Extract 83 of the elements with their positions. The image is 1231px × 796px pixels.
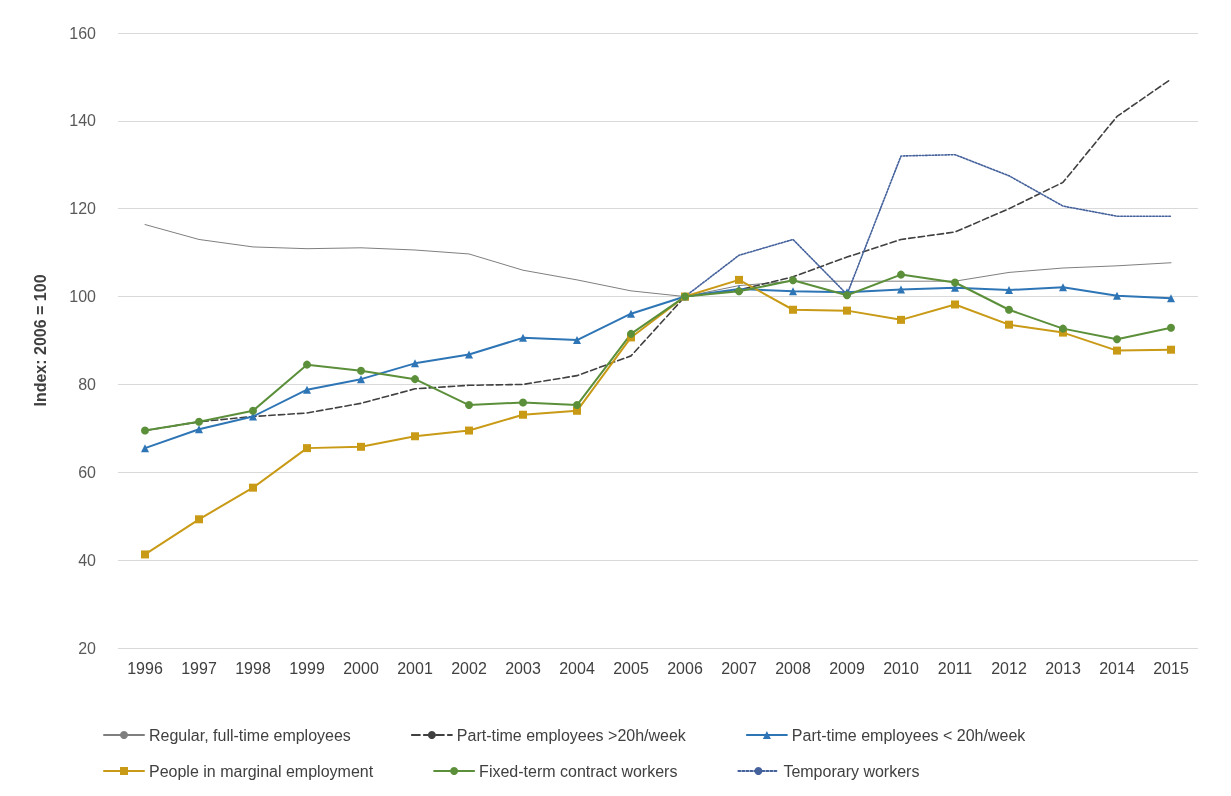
- y-tick-label: 140: [69, 112, 97, 130]
- legend-label: People in marginal employment: [149, 762, 374, 780]
- point: [573, 336, 581, 345]
- y-tick-label: 120: [69, 200, 97, 218]
- x-tick-label: 2006: [667, 659, 703, 677]
- point: [411, 359, 419, 368]
- point: [195, 515, 203, 524]
- point: [573, 401, 581, 410]
- x-tick-label: 2007: [721, 659, 757, 677]
- point: [357, 442, 365, 451]
- point: [357, 375, 365, 384]
- point: [1167, 345, 1175, 354]
- point: [465, 401, 473, 410]
- point: [303, 360, 311, 369]
- point: [141, 444, 149, 453]
- point: [141, 550, 149, 559]
- point: [141, 426, 149, 435]
- point: [249, 406, 257, 415]
- point: [1167, 323, 1175, 332]
- legend-label: Regular, full-time employees: [149, 726, 351, 744]
- point: [897, 315, 905, 324]
- point: [1005, 285, 1013, 294]
- point: [357, 366, 365, 375]
- point: [735, 275, 743, 284]
- x-tick-label: 2009: [829, 659, 865, 677]
- x-tick-label: 2015: [1153, 659, 1189, 677]
- x-tick-label: 2012: [991, 659, 1027, 677]
- x-tick-label: 2005: [613, 659, 649, 677]
- y-tick-label: 20: [78, 639, 97, 657]
- point: [519, 398, 527, 407]
- point: [519, 410, 527, 419]
- point: [411, 375, 419, 384]
- point: [249, 483, 257, 492]
- point: [303, 385, 311, 394]
- point: [303, 444, 311, 453]
- point: [1005, 305, 1013, 314]
- point: [897, 285, 905, 294]
- x-tick-label: 2002: [451, 659, 487, 677]
- x-tick-label: 2011: [937, 659, 973, 677]
- point: [1167, 294, 1175, 303]
- y-tick-label: 40: [78, 551, 97, 569]
- x-tick-label: 1996: [127, 659, 163, 677]
- x-tick-label: 1998: [235, 659, 271, 677]
- x-tick-label: 2008: [775, 659, 811, 677]
- y-tick-label: 160: [69, 24, 97, 42]
- x-tick-label: 1999: [289, 659, 325, 677]
- x-tick-label: 2000: [343, 659, 379, 677]
- point: [1113, 346, 1121, 355]
- point: [789, 276, 797, 285]
- point: [195, 425, 203, 434]
- x-tick-label: 2004: [559, 659, 595, 677]
- x-tick-label: 2013: [1045, 659, 1081, 677]
- point: [1113, 335, 1121, 344]
- point: [627, 329, 635, 338]
- point: [951, 278, 959, 287]
- point: [789, 287, 797, 296]
- point: [1059, 283, 1067, 292]
- point: [465, 350, 473, 359]
- x-tick-label: 1997: [181, 659, 217, 677]
- point: [1113, 291, 1121, 300]
- point: [627, 309, 635, 318]
- y-axis-title: Index: 2006 = 100: [31, 274, 49, 407]
- legend-label: Fixed-term contract workers: [479, 762, 678, 780]
- legend-label: Temporary workers: [783, 762, 920, 780]
- point: [519, 333, 527, 342]
- legend-label: Part-time employees >20h/week: [456, 726, 687, 744]
- point: [1059, 324, 1067, 333]
- point: [897, 270, 905, 279]
- y-tick-label: 100: [69, 288, 97, 306]
- legend-label: Part-time employees < 20h/week: [791, 726, 1027, 744]
- x-tick-label: 2003: [505, 659, 541, 677]
- y-tick-label: 60: [78, 463, 97, 481]
- point: [843, 306, 851, 315]
- x-tick-label: 2010: [883, 659, 919, 677]
- point: [465, 426, 473, 435]
- point: [195, 417, 203, 426]
- point: [789, 305, 797, 314]
- point: [1005, 320, 1013, 329]
- x-tick-label: 2014: [1099, 659, 1135, 677]
- point: [951, 300, 959, 309]
- x-tick-label: 2001: [397, 659, 433, 677]
- y-tick-label: 80: [78, 375, 97, 393]
- point: [411, 432, 419, 441]
